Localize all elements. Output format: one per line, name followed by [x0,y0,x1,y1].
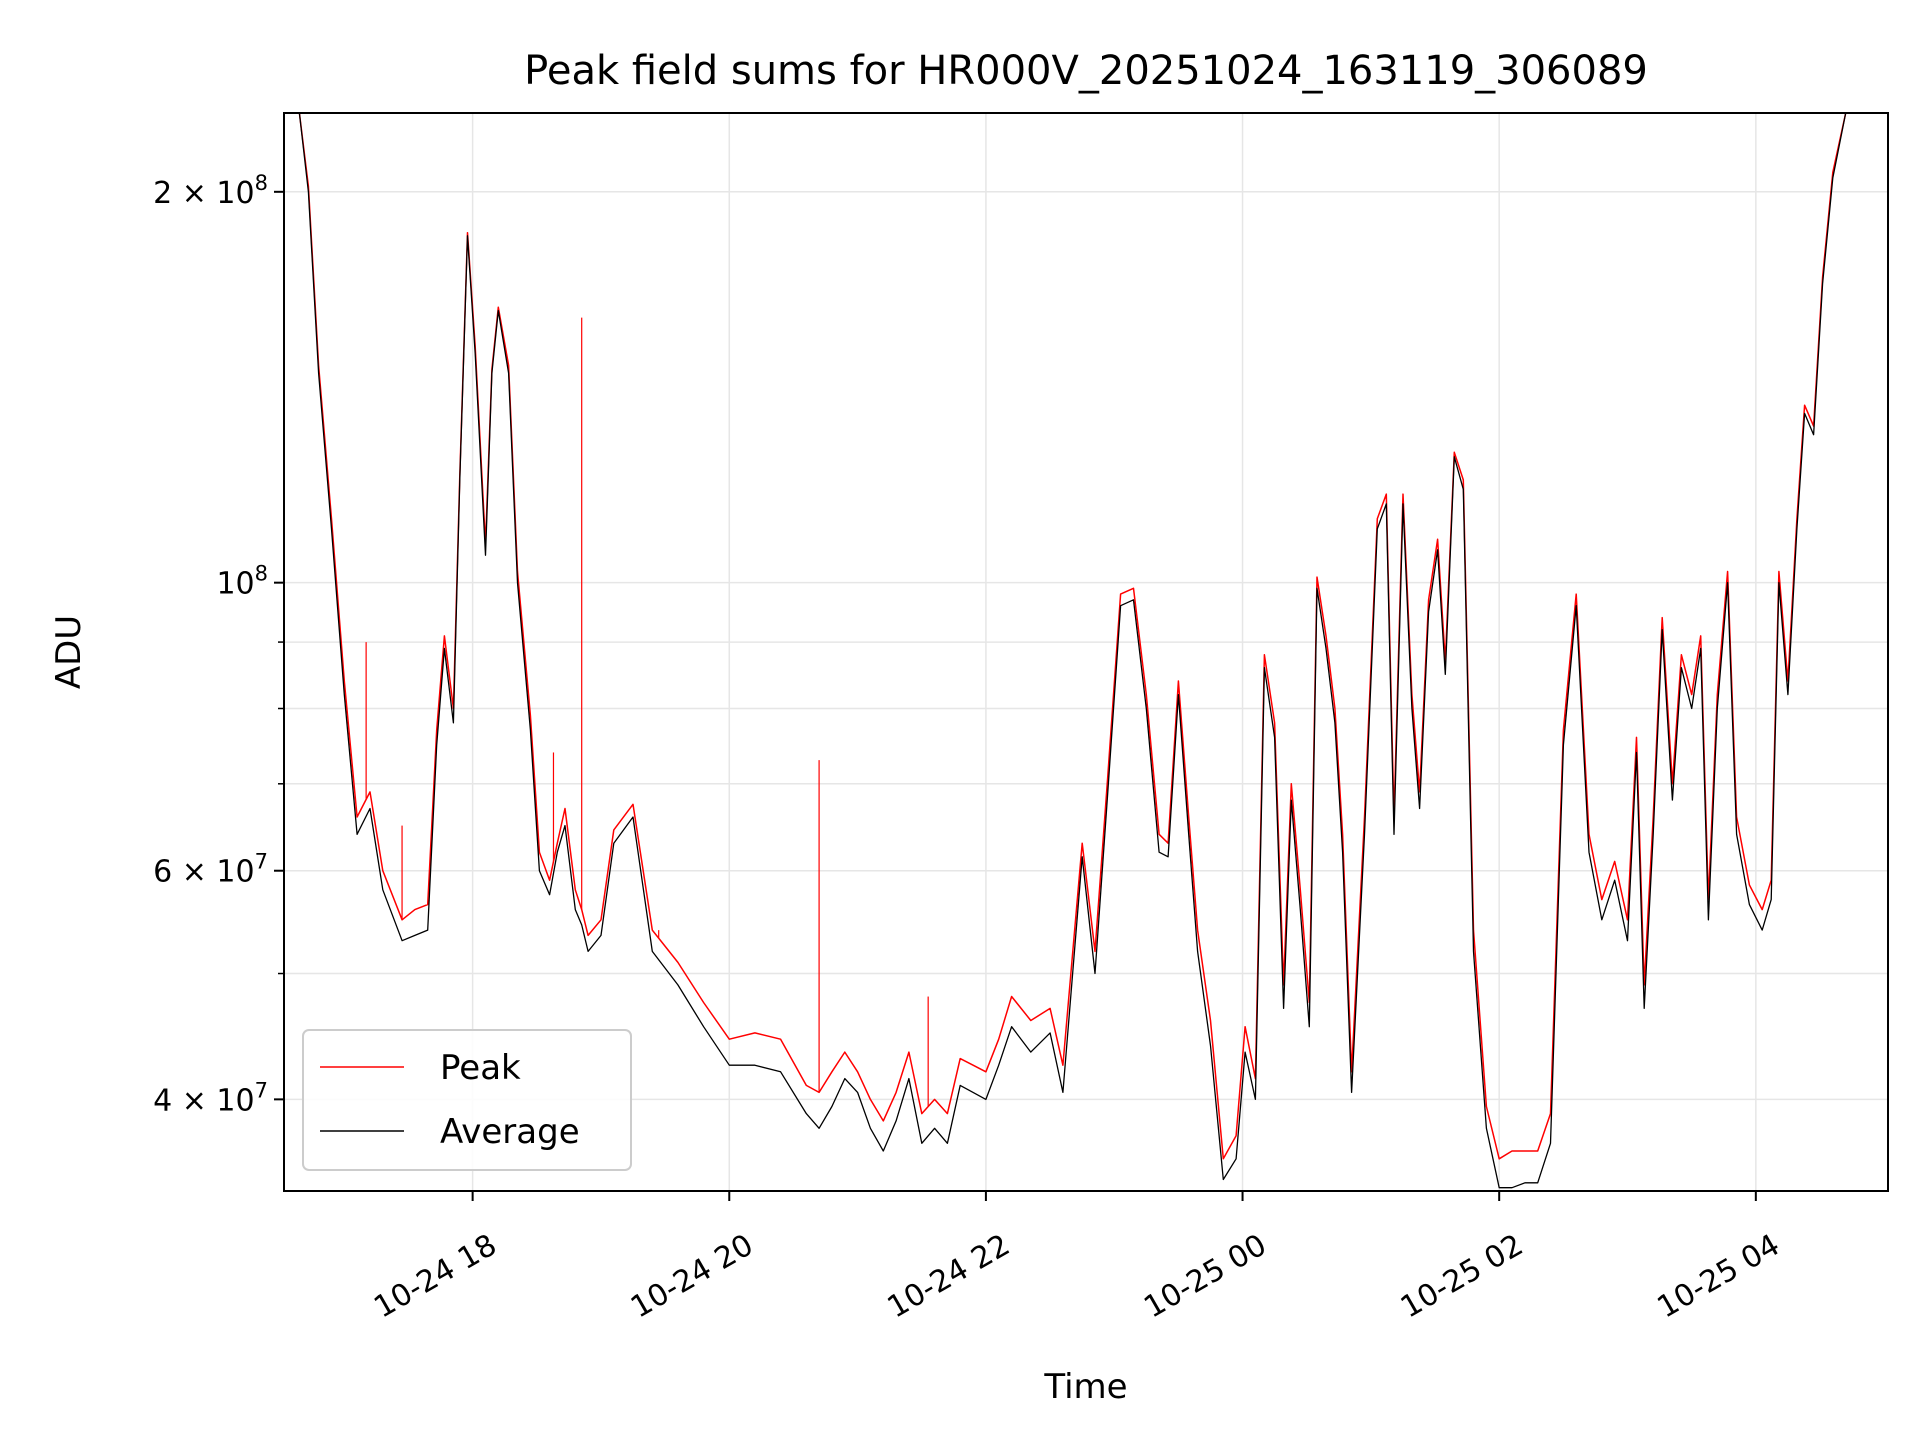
x-axis-label: Time [1043,1367,1127,1407]
legend-average-label: Average [440,1112,580,1152]
plot-frame [283,112,1889,1192]
y-tick-label: 6 × 107 [153,850,268,890]
y-tick-label: 4 × 107 [153,1078,268,1118]
legend-box [302,1029,632,1171]
y-tick-label: 108 [216,562,268,602]
series-layer [286,112,1885,1189]
chart-title: Peak field sums for HR000V_20251024_1631… [524,48,1648,94]
plot-area [284,113,1888,1191]
y-axis-label: ADU [49,615,89,689]
legend-peak-label: Peak [440,1048,521,1088]
series-peak-line [286,112,1885,1160]
y-tick-label: 2 × 108 [153,171,268,211]
series-average-line [286,112,1885,1189]
legend: Peak Average [302,1029,632,1171]
